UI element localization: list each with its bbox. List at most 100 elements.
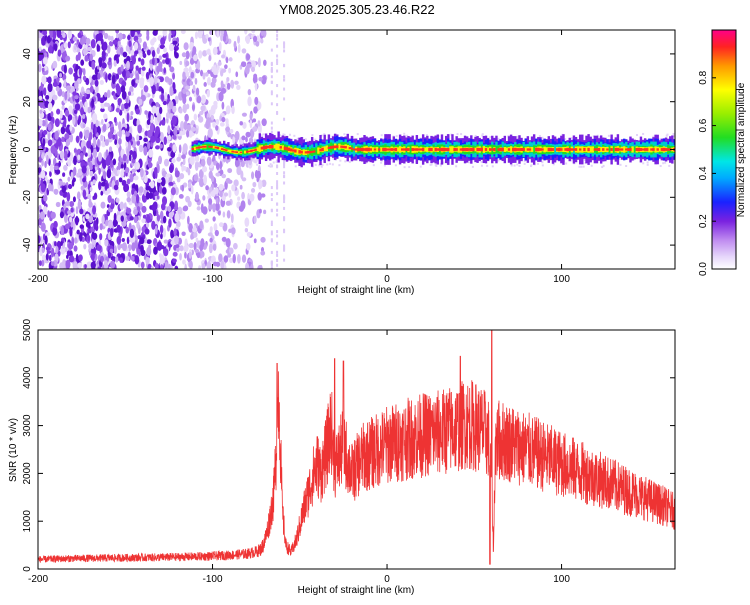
- heatmap-cell: [497, 159, 500, 162]
- heatmap-cell: [260, 250, 266, 256]
- heatmap-cell: [56, 30, 62, 39]
- heatmap-cell: [65, 55, 71, 62]
- heatmap-cell: [60, 126, 66, 135]
- heatmap-cell: [87, 157, 92, 163]
- heatmap-cell: [141, 205, 147, 213]
- heatmap-cell: [189, 155, 195, 166]
- heatmap-cell: [140, 58, 145, 66]
- heatmap-streak: [283, 75, 286, 79]
- signal-band-cell: [413, 148, 416, 151]
- heatmap-cell: [116, 86, 122, 96]
- heatmap-streak: [270, 260, 273, 264]
- heatmap-streak: [270, 66, 273, 70]
- heatmap-cell: [76, 191, 81, 200]
- heatmap-cell: [245, 136, 248, 143]
- heatmap-cell: [226, 107, 230, 114]
- heatmap-cell: [194, 77, 198, 85]
- heatmap-cell: [61, 136, 65, 143]
- heatmap-cell: [107, 131, 113, 140]
- heatmap-cell: [218, 183, 224, 191]
- heatmap-cell: [183, 42, 189, 51]
- signal-band-cell: [558, 147, 561, 152]
- heatmap-cell: [97, 72, 101, 80]
- heatmap-cell: [39, 52, 45, 60]
- signal-band-cell: [363, 148, 366, 151]
- signal-band-cell: [637, 147, 641, 152]
- heatmap-cell: [136, 221, 140, 229]
- heatmap-cell: [59, 211, 64, 219]
- heatmap-cell: [174, 265, 179, 269]
- heatmap-cell: [296, 137, 299, 140]
- heatmap-cell: [87, 46, 93, 52]
- heatmap-cell: [186, 124, 191, 132]
- heatmap-cell: [103, 92, 108, 98]
- signal-band-cell: [256, 147, 259, 152]
- signal-band-cell: [417, 148, 421, 151]
- signal-band-cell: [459, 148, 463, 151]
- heatmap-cell: [247, 96, 252, 107]
- heatmap-cell: [162, 53, 167, 58]
- signal-band-cell: [478, 147, 481, 152]
- heatmap-cell: [47, 139, 53, 147]
- heatmap-cell: [74, 216, 80, 224]
- x-tick-label: 0: [384, 574, 390, 585]
- heatmap-cell: [88, 198, 92, 208]
- heatmap-cell: [91, 98, 95, 108]
- heatmap-streak: [276, 37, 279, 41]
- heatmap-cell: [221, 101, 225, 110]
- heatmap-cell: [253, 215, 257, 224]
- heatmap-cell: [121, 90, 127, 100]
- heatmap-cell: [91, 60, 96, 70]
- heatmap-cell: [105, 156, 111, 166]
- heatmap-cell: [167, 125, 171, 135]
- heatmap-cell: [249, 193, 255, 202]
- heatmap-cell: [135, 79, 140, 84]
- heatmap-cell: [127, 91, 132, 96]
- heatmap-cell: [288, 133, 291, 136]
- heatmap-cell: [38, 119, 43, 127]
- heatmap-cell: [145, 185, 151, 191]
- heatmap-cell: [198, 265, 202, 269]
- heatmap-cell: [187, 181, 192, 189]
- heatmap-cell: [46, 154, 49, 164]
- heatmap-streak: [283, 181, 286, 185]
- y-tick-label: 2000: [22, 462, 33, 485]
- heatmap-cell: [241, 112, 247, 117]
- heatmap-cell: [79, 131, 83, 139]
- heatmap-cell: [128, 40, 132, 47]
- heatmap-cell: [480, 161, 483, 164]
- heatmap-cell: [43, 194, 48, 202]
- heatmap-cell: [199, 110, 204, 116]
- signal-band-cell: [579, 148, 582, 151]
- heatmap-cell: [126, 148, 130, 157]
- heatmap-cell: [42, 137, 46, 147]
- heatmap-streak: [276, 180, 279, 184]
- heatmap-cell: [161, 187, 167, 195]
- heatmap-streak: [283, 247, 286, 251]
- heatmap-cell: [207, 37, 211, 42]
- heatmap-cell: [72, 261, 78, 269]
- heatmap-cell: [92, 179, 96, 185]
- heatmap-cell: [507, 135, 510, 138]
- heatmap-cell: [162, 30, 167, 37]
- heatmap-cell: [261, 75, 267, 85]
- signal-band-cell: [545, 147, 548, 152]
- heatmap-cell: [212, 203, 216, 213]
- signal-band-cell: [214, 146, 218, 149]
- signal-band-cell: [254, 148, 257, 151]
- heatmap-cell: [54, 241, 57, 247]
- heatmap-cell: [227, 168, 233, 174]
- heatmap-cell: [168, 218, 172, 228]
- heatmap-cell: [92, 74, 97, 81]
- heatmap-cell: [208, 243, 213, 254]
- heatmap-cell: [220, 30, 225, 36]
- heatmap-cell: [246, 231, 252, 237]
- heatmap-cell: [255, 41, 260, 47]
- heatmap-cell: [134, 255, 140, 265]
- heatmap-cell: [185, 50, 190, 60]
- heatmap-cell: [118, 128, 122, 139]
- heatmap-cell: [314, 163, 317, 166]
- heatmap-cell: [254, 159, 257, 162]
- heatmap-streak: [283, 244, 286, 248]
